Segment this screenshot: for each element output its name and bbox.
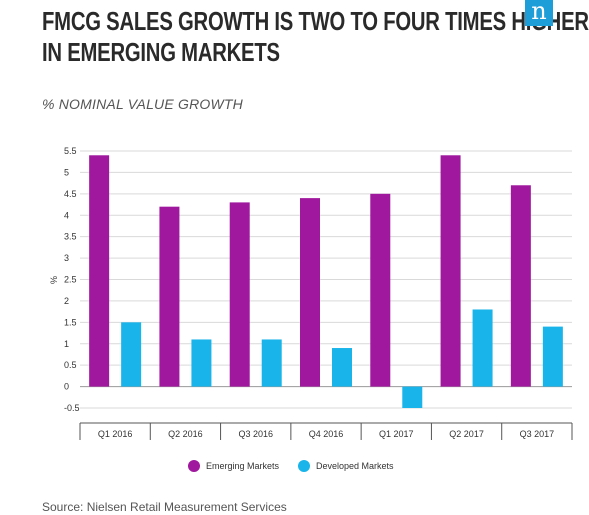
source-note: Source: Nielsen Retail Measurement Servi… — [42, 500, 287, 514]
y-tick-label: 0 — [64, 382, 69, 392]
y-tick-label: 4.5 — [64, 189, 77, 199]
x-tick-label: Q3 2016 — [238, 429, 273, 439]
bar-developed — [191, 339, 212, 387]
x-tick-label: Q4 2016 — [309, 429, 344, 439]
chart-subtitle: % NOMINAL VALUE GROWTH — [42, 96, 243, 112]
y-tick-label: 5.5 — [64, 146, 77, 156]
y-tick-label: 0.5 — [64, 360, 77, 370]
bar-developed — [472, 309, 493, 387]
legend-label: Developed Markets — [316, 461, 394, 471]
bar-developed — [402, 386, 423, 408]
y-axis-label: % — [49, 276, 59, 284]
gridlines — [80, 150, 572, 409]
x-axis: Q1 2016 Q2 2016 Q3 2016 Q4 2016 Q1 2017 Q2 20… — [79, 422, 573, 440]
y-tick-label: 4 — [64, 210, 69, 220]
x-tick-label: Q2 2017 — [449, 429, 484, 439]
y-tick-label: 3 — [64, 253, 69, 263]
bar-developed — [332, 348, 352, 387]
bar-emerging — [159, 206, 180, 387]
bar-developed — [542, 326, 563, 387]
x-tick-label: Q3 2017 — [520, 429, 555, 439]
y-axis-tick-labels: -0.5 0 0.5 1 1.5 2 2.5 3 3.5 4 4.5 5 5.5 — [64, 146, 80, 413]
y-tick-label: 1 — [64, 339, 69, 349]
y-tick-label: 2.5 — [64, 275, 77, 285]
y-tick-label: 1.5 — [64, 317, 77, 327]
nielsen-logo: n — [525, 0, 553, 26]
bar-emerging — [370, 193, 391, 387]
x-tick-label: Q2 2016 — [168, 429, 203, 439]
x-tick-label: Q1 2017 — [379, 429, 414, 439]
bar-emerging — [440, 155, 461, 387]
bar-emerging — [89, 155, 110, 387]
y-tick-label: -0.5 — [64, 403, 80, 413]
y-tick-label: 2 — [64, 296, 69, 306]
legend-marker — [298, 460, 310, 472]
bar-emerging — [229, 202, 250, 387]
y-tick-label: 3.5 — [64, 232, 77, 242]
bar-emerging — [510, 185, 531, 387]
bar-developed — [261, 339, 282, 387]
bars — [89, 155, 563, 408]
chart-title-line-2: IN EMERGING MARKETS — [42, 37, 280, 67]
legend-marker — [188, 460, 200, 472]
legend-label: Emerging Markets — [206, 461, 280, 471]
x-tick-label: Q1 2016 — [98, 429, 133, 439]
bar-emerging — [300, 198, 320, 387]
y-tick-label: 5 — [64, 167, 69, 177]
legend: Emerging Markets Developed Markets — [188, 460, 394, 472]
bar-developed — [121, 322, 142, 387]
